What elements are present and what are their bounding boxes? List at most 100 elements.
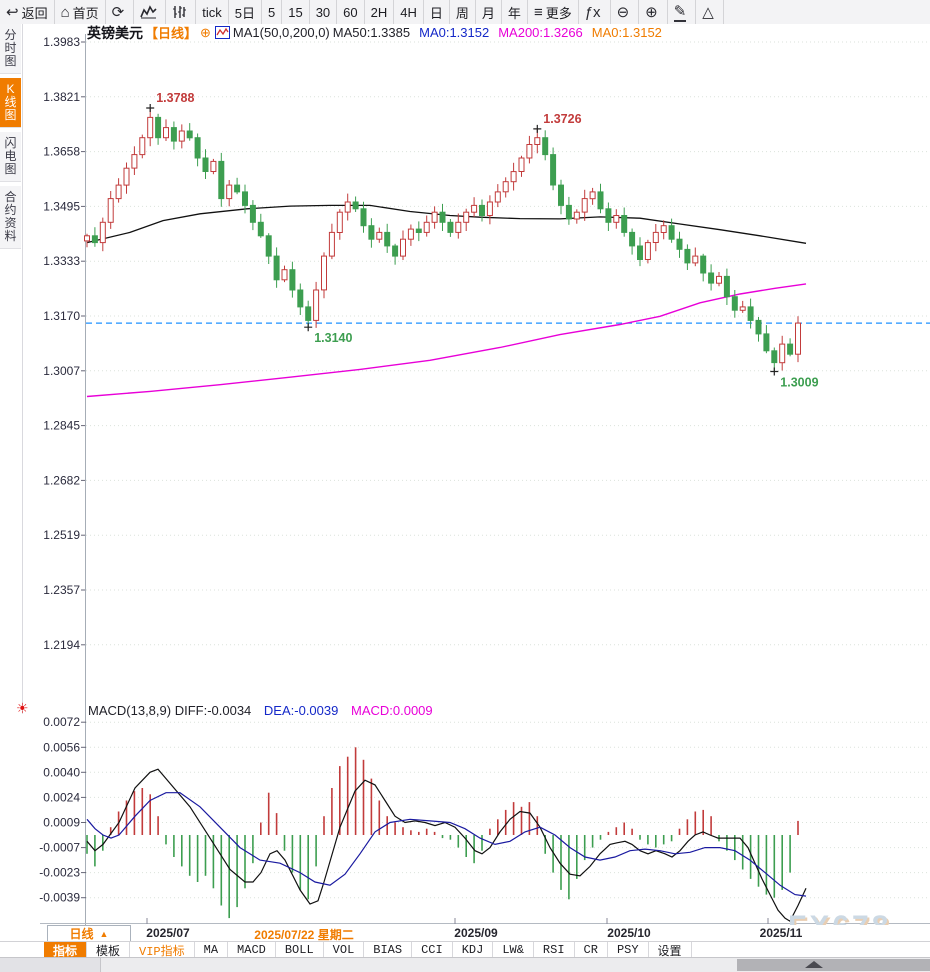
toolbar-button-fx[interactable]: ƒx	[579, 0, 611, 24]
svg-text:1.3983: 1.3983	[43, 35, 80, 49]
indicator-tab-PSY[interactable]: PSY	[608, 942, 649, 958]
sidebar-item-0[interactable]: 分时图	[0, 24, 21, 74]
indicator-tab-VIP指标[interactable]: VIP指标	[130, 942, 195, 959]
sidebar-item-2[interactable]: 闪电图	[0, 132, 21, 182]
indicator-tab-MA[interactable]: MA	[195, 942, 229, 958]
macd-dea-line	[86, 792, 807, 897]
toolbar-label-5d: 5日	[234, 5, 255, 21]
svg-text:1.2357: 1.2357	[43, 583, 80, 597]
toolbar-label-h2: 2H	[370, 4, 388, 20]
macd-macd-value: MACD:0.0009	[350, 703, 433, 718]
xaxis-row: 日线 ▲ 2025/07 2025/07/22 星期二 2025/09 2025/10…	[0, 925, 930, 943]
scrollbar-thumb[interactable]	[737, 959, 930, 971]
toolbar-button-back[interactable]: ↩ 返回	[0, 0, 55, 24]
toolbar-button-h2[interactable]: 2H	[365, 0, 395, 24]
toolbar-button-home[interactable]: ⌂ 首页	[55, 0, 106, 24]
toolbar-button-m60[interactable]: 60	[337, 0, 365, 24]
indicator-tab-BOLL[interactable]: BOLL	[276, 942, 324, 958]
ma50-value: MA50:1.3385	[332, 25, 411, 40]
scroll-up-arrow-icon[interactable]	[805, 961, 823, 968]
indicator-tab-VOL[interactable]: VOL	[324, 942, 365, 958]
price-annotation: 1.3009	[780, 376, 818, 390]
svg-text:0.0072: 0.0072	[43, 715, 80, 729]
toolbar-label-m5: 5	[267, 4, 276, 20]
menu-icon: ≡	[533, 3, 543, 21]
triangle-icon: △	[702, 4, 714, 21]
add-indicator-icon[interactable]: ⊕	[200, 24, 211, 40]
svg-text:1.2845: 1.2845	[43, 419, 80, 433]
xaxis-label-0: 2025/07	[146, 926, 190, 940]
scrollbar-left-segment	[0, 958, 101, 972]
toolbar-label-m30: 30	[315, 4, 331, 20]
toolbar-button-m15[interactable]: 15	[282, 0, 310, 24]
svg-text:-0.0039: -0.0039	[39, 891, 80, 905]
toolbar-label-back: 返回	[21, 5, 48, 21]
indicator-tab-BIAS[interactable]: BIAS	[364, 942, 413, 958]
ma-params: MA1(50,0,200,0)	[232, 25, 330, 40]
chevron-up-icon: ▲	[99, 928, 109, 939]
toolbar-button-week[interactable]: 周	[450, 0, 476, 24]
toolbar-label-h4: 4H	[400, 4, 417, 20]
home-icon: ⌂	[60, 3, 70, 21]
indicator-tabbar: 指标 模板 VIP指标 MA MACD BOLL VOL BIAS CCI KDJ LW& RSI CR…	[0, 941, 930, 959]
macd-histogram	[86, 747, 799, 919]
toolbar-button-refresh[interactable]: ⟳	[106, 0, 135, 24]
indicator-tab-CR[interactable]: CR	[575, 942, 608, 958]
macd-header: MACD(13,8,9) DIFF:-0.0034 DEA:-0.0039 MA…	[88, 703, 433, 718]
xaxis-label-2: 2025/09	[454, 926, 498, 940]
pencil-icon: ✎	[673, 3, 687, 22]
indicator-tab-RSI[interactable]: RSI	[534, 942, 575, 958]
svg-text:1.3495: 1.3495	[43, 199, 80, 213]
ma200-line	[86, 283, 807, 398]
svg-text:0.0009: 0.0009	[43, 816, 80, 830]
toolbar-button-zoom-out[interactable]: ⊖	[611, 0, 640, 24]
toolbar-button-m5[interactable]: 5	[262, 0, 283, 24]
sidebar-item-3[interactable]: 合约资料	[0, 186, 21, 249]
indicator-settings-icon[interactable]: ☀	[16, 700, 29, 716]
toolbar-label-year: 年	[507, 5, 521, 21]
svg-text:1.3170: 1.3170	[43, 309, 80, 323]
svg-text:1.3333: 1.3333	[43, 254, 80, 268]
toolbar-button-draw[interactable]: ✎	[668, 0, 697, 24]
macd-dea-value: DEA:-0.0039	[263, 703, 339, 718]
ma50-line	[86, 204, 807, 244]
toolbar-button-candlestick[interactable]	[166, 0, 197, 24]
indicator-tab-KDJ[interactable]: KDJ	[453, 942, 494, 958]
toolbar-button-tick[interactable]: tick	[196, 0, 229, 24]
price-chart-svg[interactable]: 1.3983 1.3821 1.3658 1.3495 1.3333 1.3170 1.30…	[0, 24, 930, 925]
svg-text:1.3007: 1.3007	[43, 364, 80, 378]
toolbar-label-week: 周	[455, 5, 469, 21]
svg-text:-0.0023: -0.0023	[39, 866, 80, 880]
ma200-value: MA200:1.3266	[498, 25, 583, 40]
macd-diff-value: DIFF:-0.0034	[174, 703, 252, 718]
svg-text:0.0056: 0.0056	[43, 740, 80, 754]
toolbar-button-shape[interactable]: △	[696, 0, 724, 24]
indicator-tab-LW&[interactable]: LW&	[493, 942, 534, 958]
toolbar-button-zoom-in[interactable]: ⊕	[639, 0, 668, 24]
toolbar-button-year[interactable]: 年	[502, 0, 528, 24]
toolbar-button-day[interactable]: 日	[424, 0, 450, 24]
back-icon: ↩	[6, 4, 19, 21]
svg-text:1.2194: 1.2194	[43, 638, 80, 652]
toolbar-button-5d[interactable]: 5日	[229, 0, 262, 24]
indicator-tab-模板[interactable]: 模板	[87, 942, 131, 959]
indicator-tab-设置[interactable]: 设置	[649, 942, 692, 959]
toolbar-button-month[interactable]: 月	[476, 0, 502, 24]
toolbar-button-more[interactable]: ≡ 更多	[528, 0, 579, 24]
macd-title: MACD(13,8,9)	[88, 703, 172, 718]
svg-text:0.0040: 0.0040	[43, 765, 80, 779]
toolbar-button-m30[interactable]: 30	[310, 0, 338, 24]
indicator-tab-指标[interactable]: 指标	[44, 942, 88, 959]
toolbar-button-area-chart[interactable]	[134, 0, 167, 24]
indicator-tab-MACD[interactable]: MACD	[228, 942, 276, 958]
fx-icon: ƒx	[584, 3, 601, 21]
toolbar-button-h4[interactable]: 4H	[394, 0, 424, 24]
price-annotation: 1.3788	[156, 91, 194, 105]
candlestick-icon	[173, 6, 187, 18]
period-selector-label: 日线	[69, 927, 94, 941]
line-chart-icon	[214, 26, 230, 39]
toolbar-label-m60: 60	[343, 4, 358, 20]
indicator-tab-CCI[interactable]: CCI	[412, 942, 453, 958]
